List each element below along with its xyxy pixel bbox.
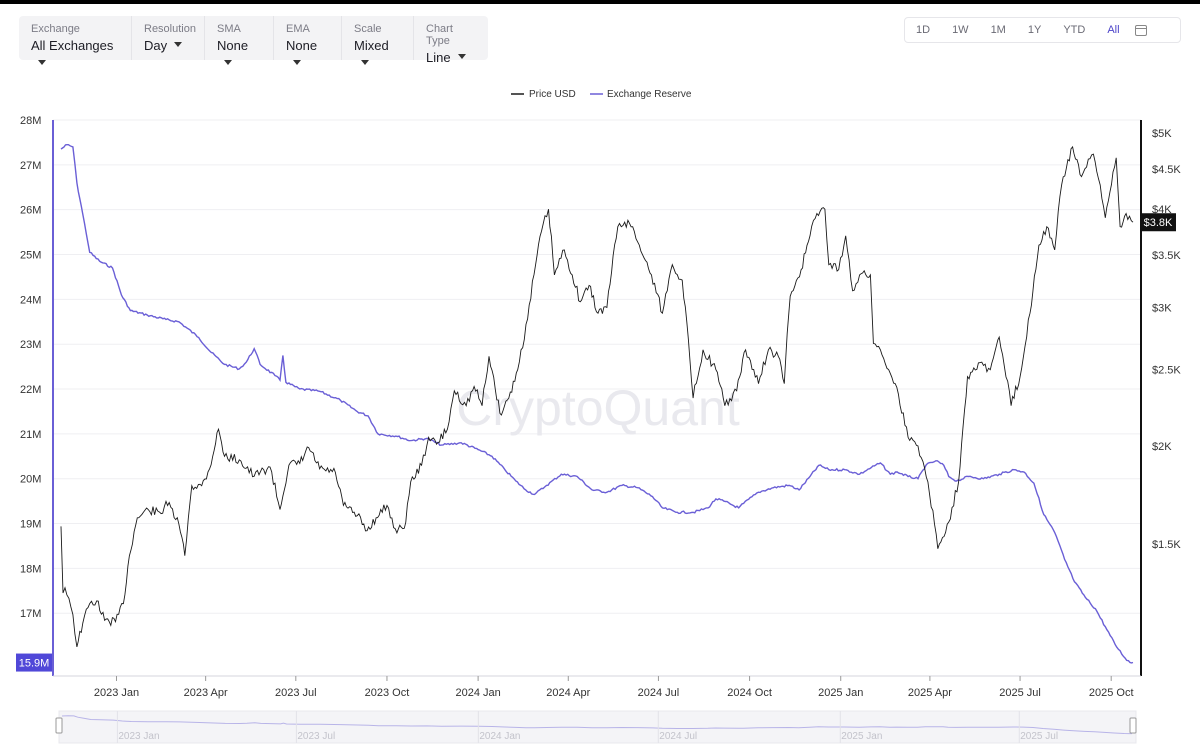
- exchange-select-label: Exchange: [31, 23, 80, 35]
- left-axis-tick: 21M: [20, 429, 41, 441]
- range-1w-button[interactable]: 1W: [952, 24, 969, 36]
- left-axis-tick: 20M: [20, 474, 41, 486]
- range-1y-button[interactable]: 1Y: [1027, 24, 1042, 36]
- navigator-track: [58, 710, 1137, 744]
- resolution-select[interactable]: Resolution Day: [132, 16, 205, 60]
- exchange-reserve-line: [60, 143, 1134, 664]
- range-all-button[interactable]: All: [1107, 24, 1120, 36]
- right-axis-tick: $5K: [1152, 128, 1172, 140]
- left-axis-tick: 24M: [20, 294, 41, 306]
- caret-down-icon: [38, 60, 46, 66]
- right-axis-tick: $3.5K: [1152, 250, 1181, 262]
- navigator-tick: 2024 Jan: [479, 731, 520, 742]
- right-axis-tick: $2K: [1152, 441, 1172, 453]
- range-1m-button[interactable]: 1M: [990, 24, 1006, 36]
- x-axis-tick: 2024 Jul: [638, 687, 680, 699]
- ema-select-value: None: [286, 38, 318, 53]
- left-axis-tick: 27M: [20, 160, 41, 172]
- x-axis-tick: 2024 Apr: [546, 687, 590, 699]
- x-axis-tick: 2023 Oct: [365, 687, 410, 699]
- current-price-badge: [1141, 213, 1176, 232]
- navigator-ticks: 2023 Jan 2023 Jul 2024 Jan 2024 Jul 2025 Jan…: [116, 711, 1058, 743]
- ema-select-label: EMA: [286, 23, 310, 35]
- right-axis-tick: $3K: [1152, 302, 1172, 314]
- left-axis-tick: 25M: [20, 250, 41, 262]
- left-axis-tick: 19M: [20, 519, 41, 531]
- price-legend-label: Price USD: [529, 89, 576, 100]
- current-reserve-badge: [16, 653, 52, 672]
- price-line: [60, 145, 1134, 648]
- left-axis-tick: 17M: [20, 608, 41, 620]
- scale-select-value: Mixed: [354, 38, 389, 53]
- sma-select-value: None: [217, 38, 249, 53]
- caret-down-icon: [293, 60, 301, 66]
- sma-select[interactable]: SMA None: [205, 16, 274, 66]
- left-axis-tick: 28M: [20, 115, 41, 127]
- caret-down-icon: [224, 60, 232, 66]
- caret-down-icon: [361, 60, 369, 66]
- x-axis-tick: 2024 Jan: [455, 687, 500, 699]
- left-axis-tick: 22M: [20, 384, 41, 396]
- current-reserve-value: 15.9M: [19, 658, 50, 670]
- x-axis-tick: 2025 Jul: [999, 687, 1041, 699]
- ema-select[interactable]: EMA None: [274, 16, 342, 66]
- navigator-tick: 2023 Jul: [297, 731, 335, 742]
- right-axis-tick: $4.5K: [1152, 164, 1181, 176]
- caret-down-icon: [174, 42, 183, 48]
- x-axis-tick: 2025 Oct: [1089, 687, 1134, 699]
- right-axis-tick: $2.5K: [1152, 365, 1181, 377]
- navigator-tick: 2025 Jan: [841, 731, 882, 742]
- resolution-select-label: Resolution: [144, 23, 196, 35]
- left-axis-tick: 23M: [20, 339, 41, 351]
- navigator-tick: 2023 Jan: [118, 731, 159, 742]
- navigator-right-handle[interactable]: [1129, 717, 1137, 734]
- x-axis-tick: 2023 Apr: [184, 687, 228, 699]
- x-axis-tick: 2024 Oct: [727, 687, 772, 699]
- top-border: [0, 0, 1200, 4]
- navigator-tick: 2024 Jul: [659, 731, 697, 742]
- chart-controls: Exchange All Exchanges Resolution Day SM…: [19, 16, 488, 66]
- right-axis-tick: $1.5K: [1152, 539, 1181, 551]
- chart-legend: Price USD Exchange Reserve: [511, 89, 692, 100]
- right-axis-tick: $4K: [1152, 204, 1172, 216]
- sma-select-label: SMA: [217, 23, 241, 35]
- calendar-icon[interactable]: [1134, 24, 1147, 36]
- time-range-selector: 1D 1W 1M 1Y YTD All: [904, 17, 1181, 43]
- chart-grid: [53, 119, 1141, 614]
- current-price-value: $3.8K: [1144, 217, 1173, 229]
- reserve-legend-label: Exchange Reserve: [607, 89, 692, 100]
- exchange-select-value: All Exchanges: [31, 38, 114, 53]
- left-axis-tick: 26M: [20, 205, 41, 217]
- x-axis-tick: 2023 Jul: [275, 687, 317, 699]
- x-axis-tick: 2025 Apr: [908, 687, 952, 699]
- chart-type-select-label: Chart Type: [426, 23, 453, 47]
- scale-select[interactable]: Scale Mixed: [342, 16, 414, 66]
- caret-down-icon: [457, 54, 466, 60]
- watermark: CryptoQuant: [456, 380, 740, 436]
- navigator-tick: 2025 Jul: [1020, 731, 1058, 742]
- x-axis-tick: 2023 Jan: [94, 687, 139, 699]
- chart-series: [60, 143, 1134, 664]
- range-navigator: 2023 Jan 2023 Jul 2024 Jan 2024 Jul 2025 Jan…: [55, 710, 1137, 744]
- range-ytd-button[interactable]: YTD: [1063, 24, 1086, 36]
- navigator-left-handle[interactable]: [55, 717, 63, 734]
- scale-select-label: Scale: [354, 23, 382, 35]
- x-axis-tick: 2025 Jan: [818, 687, 863, 699]
- chart-type-select-value: Line: [426, 50, 451, 65]
- chart-type-select[interactable]: Chart Type Line: [414, 16, 488, 65]
- exchange-select[interactable]: Exchange All Exchanges: [19, 16, 132, 66]
- left-axis-tick: 18M: [20, 563, 41, 575]
- range-1d-button[interactable]: 1D: [916, 24, 931, 36]
- navigator-line: [61, 715, 1132, 735]
- resolution-select-value: Day: [144, 38, 168, 53]
- chart-axes: 28M 27M 26M 25M 24M 23M 22M 21M 20M 19M 18M 17M $5K $…: [16, 115, 1181, 699]
